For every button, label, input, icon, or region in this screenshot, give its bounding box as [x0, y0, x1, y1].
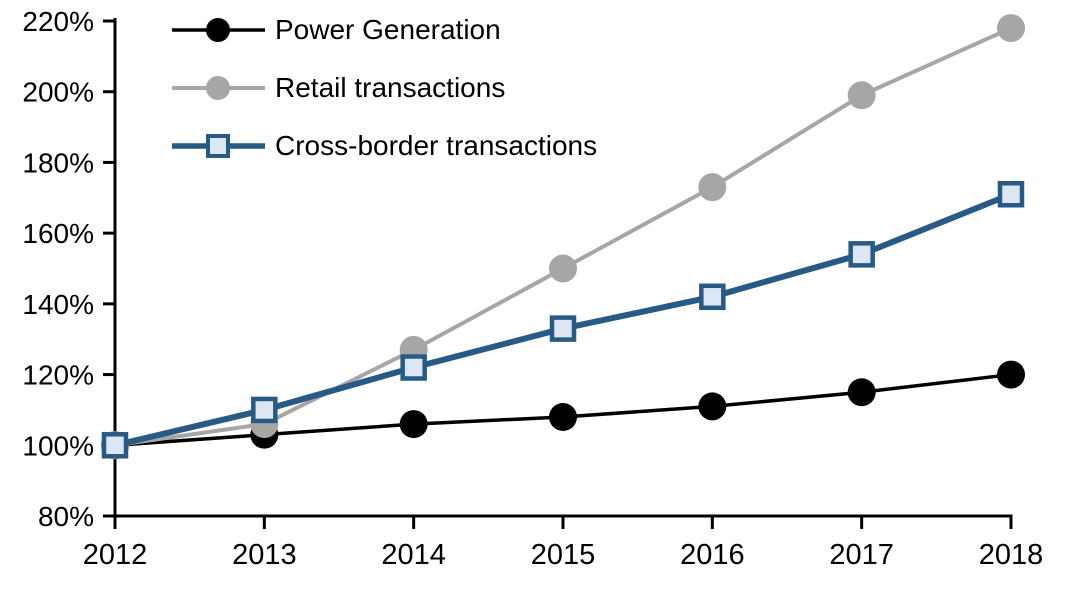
legend: Power Generation Retail transactions Cro…: [172, 8, 597, 182]
data-point-cross-border-transactions: [549, 315, 577, 342]
data-point-power-generation: [698, 392, 727, 421]
y-tick-label: 200%: [22, 77, 94, 108]
data-point-cross-border-transactions: [101, 432, 129, 459]
data-point-cross-border-transactions: [699, 283, 726, 311]
x-tick-label: 2013: [232, 539, 297, 571]
legend-marker: [206, 18, 230, 42]
legend-label-retail-transactions: Retail transactions: [275, 72, 506, 103]
legend-item-power-generation: Power Generation: [172, 8, 597, 52]
cross-border-transactions-line-marker-icon: [172, 134, 265, 158]
y-tick-label: 160%: [22, 218, 94, 249]
legend-item-cross-border-transactions: Cross-border transactions: [172, 124, 597, 168]
data-point-cross-border-transactions: [400, 354, 427, 381]
data-point-cross-border-transactions: [251, 396, 278, 424]
legend-marker: [206, 134, 230, 158]
x-tick-label: 2014: [381, 539, 446, 571]
y-tick-label: 140%: [22, 289, 94, 320]
power-generation-line-marker-icon: [172, 18, 265, 42]
data-point-power-generation: [847, 378, 876, 407]
x-tick-label: 2017: [829, 539, 894, 571]
data-point-retail-transactions: [997, 14, 1025, 43]
legend-item-retail-transactions: Retail transactions: [172, 66, 597, 110]
data-point-power-generation: [997, 360, 1025, 389]
x-tick-label: 2012: [83, 539, 148, 571]
legend-label-cross-border-transactions: Cross-border transactions: [275, 130, 598, 161]
x-tick-label: 2018: [979, 539, 1044, 571]
data-point-power-generation: [399, 410, 428, 439]
data-point-retail-transactions: [698, 173, 727, 202]
data-point-power-generation: [549, 403, 577, 431]
data-point-cross-border-transactions: [848, 241, 875, 268]
data-point-cross-border-transactions: [997, 181, 1025, 208]
x-tick-label: 2015: [531, 539, 596, 571]
y-tick-label: 80%: [38, 501, 94, 532]
y-tick-label: 120%: [22, 360, 94, 391]
data-point-retail-transactions: [847, 81, 876, 110]
y-tick-label: 180%: [22, 147, 94, 178]
legend-marker: [206, 76, 230, 100]
y-tick-label: 220%: [22, 6, 94, 37]
y-tick-label: 100%: [22, 430, 94, 461]
x-tick-label: 2016: [680, 539, 745, 571]
retail-transactions-line-marker-icon: [172, 76, 265, 100]
legend-label-power-generation: Power Generation: [275, 14, 501, 45]
data-point-retail-transactions: [549, 254, 577, 283]
